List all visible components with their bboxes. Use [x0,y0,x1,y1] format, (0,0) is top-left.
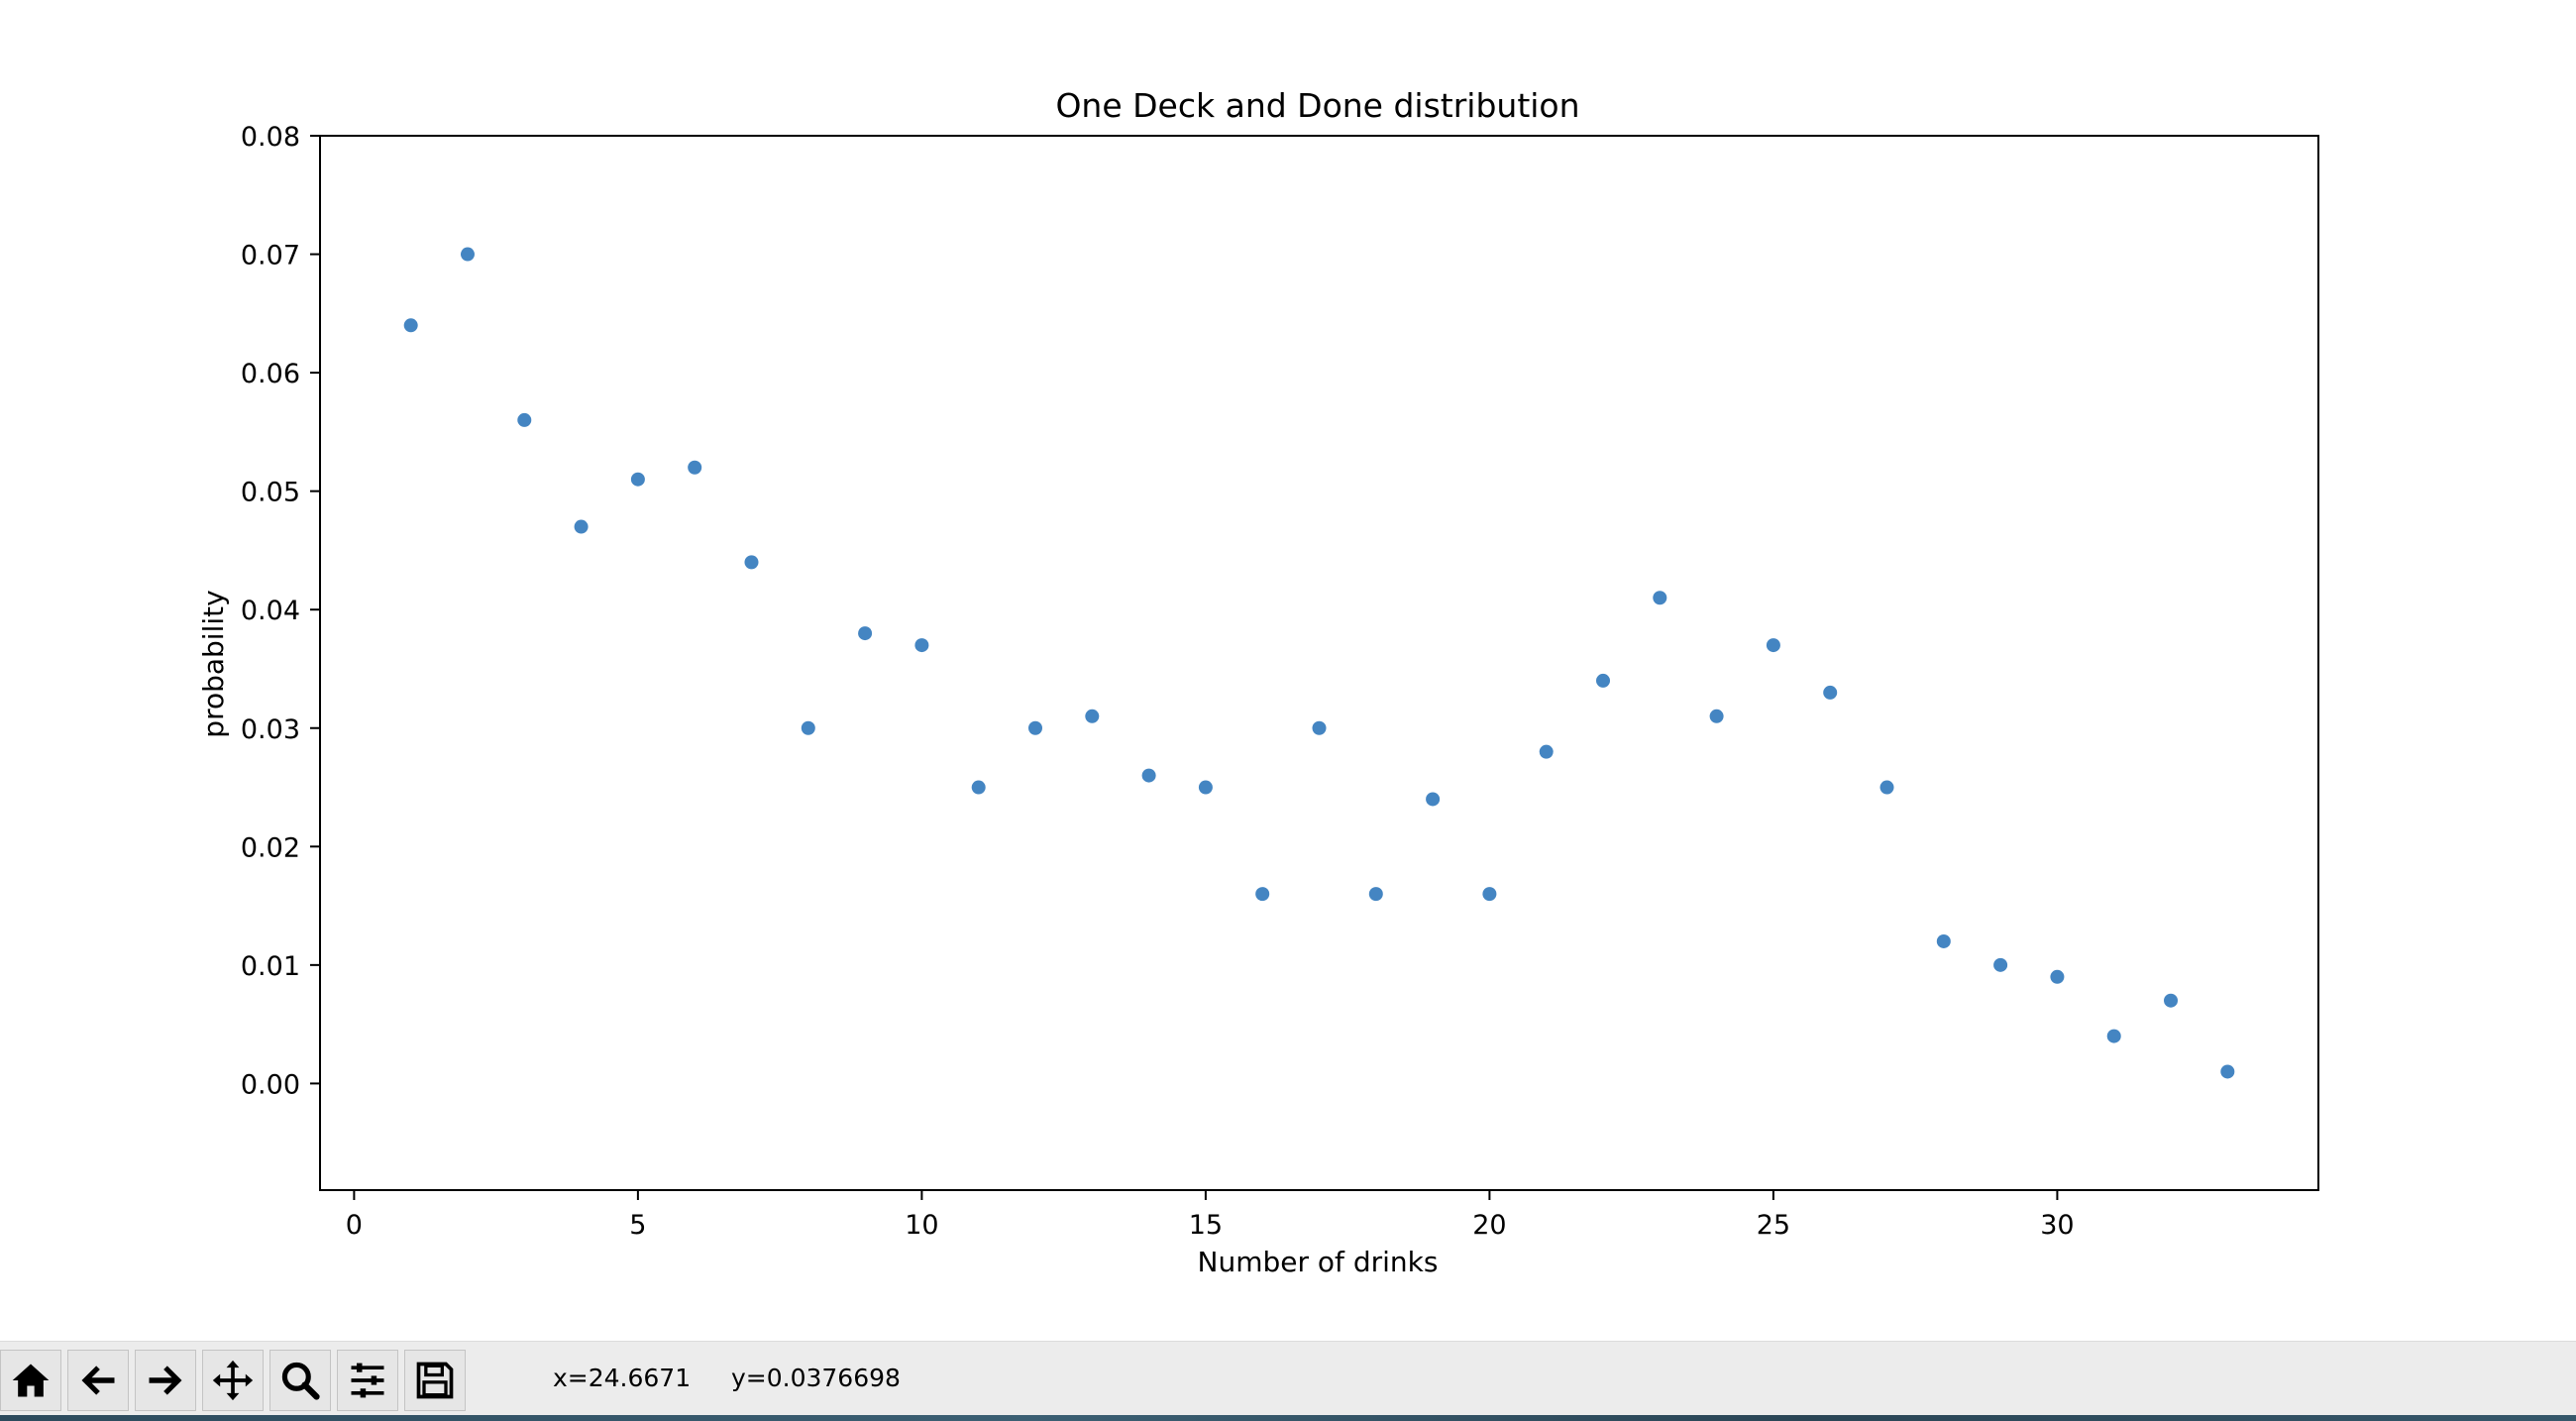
home-icon [12,1364,50,1397]
data-points [403,247,2235,1079]
data-point [1482,887,1497,902]
data-point [1027,720,1042,735]
save-button[interactable] [404,1350,466,1411]
data-point [2164,993,2179,1008]
plot-area [319,135,2319,1191]
data-point [1539,744,1554,759]
data-point [1766,638,1780,653]
data-point [517,412,532,427]
y-tick-label: 0.02 [241,832,300,863]
data-point [1823,685,1838,700]
y-tick-label: 0.07 [241,241,300,272]
y-axis-label: probability [197,590,230,737]
y-tick-label: 0.03 [241,714,300,745]
data-point [1993,957,2008,972]
data-point [1426,792,1441,807]
data-point [1312,720,1327,735]
data-point [1653,591,1667,605]
x-tick-label: 15 [1189,1210,1223,1241]
data-point [1141,768,1156,783]
y-tick-label: 0.06 [241,359,300,389]
data-point [2050,969,2065,984]
x-tick-label: 30 [2040,1210,2074,1241]
data-point [2106,1029,2121,1043]
data-point [801,720,815,735]
y-tick-label: 0.00 [241,1069,300,1100]
floppy-disk-icon [416,1362,454,1399]
x-axis: 0 5 10 15 20 25 30 [346,1190,2075,1241]
back-button[interactable] [67,1350,129,1411]
x-tick-label: 25 [1757,1210,1790,1241]
data-point [1085,709,1100,723]
x-axis-label: Number of drinks [1198,1246,1439,1278]
y-axis: 0.00 0.01 0.02 0.03 0.04 0.05 0.06 0.07 0.08 [241,122,320,1100]
data-point [630,472,645,487]
data-point [688,460,702,475]
scatter-chart: One Deck and Done distribution 0 5 10 15 20 2… [197,86,2319,1278]
y-tick-label: 0.01 [241,951,300,982]
x-tick-label: 0 [346,1210,363,1241]
desktop-background [0,1415,2576,1421]
data-point [971,780,986,795]
data-point [744,555,759,570]
y-tick-label: 0.08 [241,122,300,153]
y-tick-label: 0.04 [241,596,300,626]
x-tick-label: 20 [1472,1210,1506,1241]
data-point [1255,887,1270,902]
data-point [403,318,418,333]
data-point [2220,1064,2235,1079]
sliders-icon [351,1363,384,1398]
zoom-button[interactable] [269,1350,331,1411]
y-tick-label: 0.05 [241,478,300,508]
x-coordinate-readout: x=24.6671 [553,1364,692,1392]
data-point [1198,780,1213,795]
data-point [1596,673,1611,688]
configure-subplots-button[interactable] [337,1350,398,1411]
arrow-left-icon [81,1366,115,1395]
data-point [858,626,873,641]
pan-button[interactable] [202,1350,264,1411]
y-coordinate-readout: y=0.0376698 [731,1364,901,1392]
chart-title: One Deck and Done distribution [1055,86,1579,125]
magnifier-icon [281,1362,320,1400]
data-point [460,247,475,262]
data-point [1936,933,1951,948]
arrow-right-icon [149,1366,182,1395]
home-button[interactable] [0,1350,61,1411]
navigation-toolbar: x=24.6671 y=0.0376698 [0,1341,2576,1416]
x-tick-label: 5 [629,1210,646,1241]
move-icon [212,1360,254,1401]
forward-button[interactable] [135,1350,196,1411]
figure-canvas[interactable]: One Deck and Done distribution 0 5 10 15 20 2… [0,0,2576,1341]
data-point [574,519,589,534]
data-point [914,638,929,653]
data-point [1879,780,1894,795]
data-point [1709,709,1724,723]
x-tick-label: 10 [905,1210,938,1241]
data-point [1368,887,1383,902]
